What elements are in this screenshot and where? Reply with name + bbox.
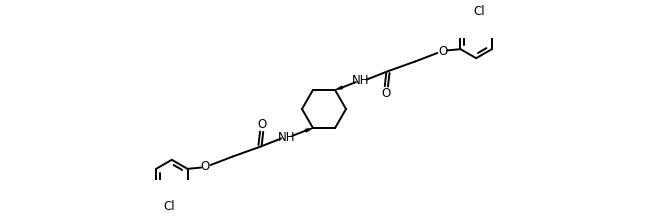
Text: O: O	[382, 87, 391, 100]
Polygon shape	[305, 128, 313, 132]
Text: O: O	[438, 45, 447, 58]
Text: O: O	[201, 160, 210, 173]
Text: Cl: Cl	[163, 200, 175, 213]
Text: NH: NH	[279, 131, 296, 144]
Text: O: O	[257, 118, 266, 131]
Polygon shape	[335, 86, 343, 90]
Text: NH: NH	[352, 74, 369, 87]
Text: Cl: Cl	[473, 5, 485, 18]
